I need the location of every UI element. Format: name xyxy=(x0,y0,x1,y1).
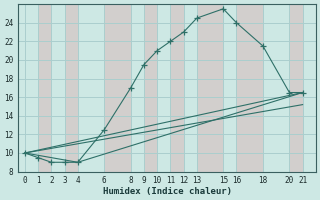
Bar xyxy=(104,4,131,172)
Bar xyxy=(289,4,303,172)
X-axis label: Humidex (Indice chaleur): Humidex (Indice chaleur) xyxy=(102,187,232,196)
Bar xyxy=(197,4,223,172)
Bar xyxy=(144,4,157,172)
Bar xyxy=(236,4,263,172)
Bar xyxy=(38,4,51,172)
Bar xyxy=(65,4,78,172)
Bar xyxy=(170,4,184,172)
